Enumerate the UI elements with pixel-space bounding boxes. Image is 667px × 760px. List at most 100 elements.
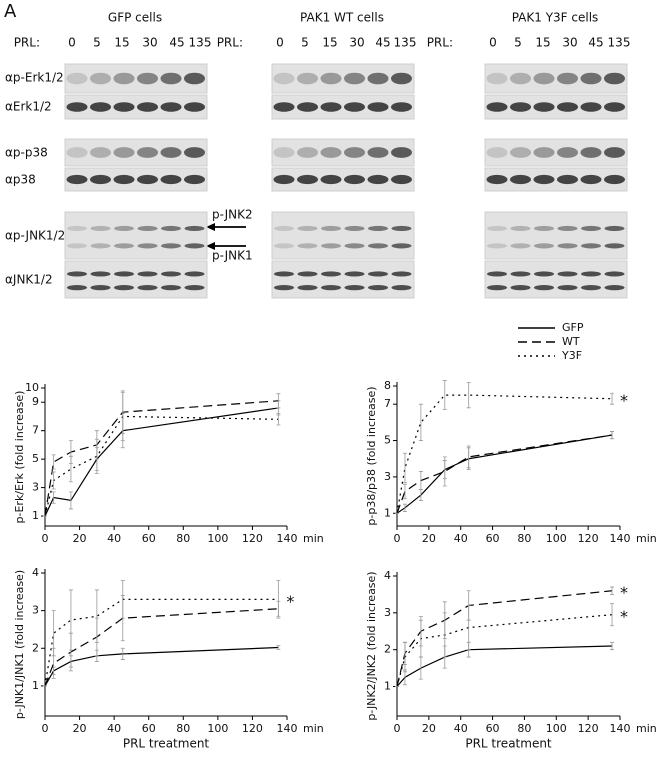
blot-band [67,225,87,232]
blot-band [581,271,601,277]
blot-band [90,271,111,277]
blot-band [486,174,508,185]
x-tick-label: 20 [73,532,87,545]
blot-band [604,174,625,185]
blot-band [320,102,342,112]
blot-band [137,72,158,85]
blot-band [321,271,341,277]
arrow-label: p-JNK2 [212,208,253,222]
series-line [396,394,613,514]
blot-band [580,174,602,185]
prl-time: 30 [142,36,157,50]
series-line [396,645,613,687]
legend-label: GFP [562,321,584,334]
blot-band [344,225,365,232]
blot-band [161,243,181,249]
blot-strip [64,138,208,167]
blot-band [67,285,87,291]
blot-band [533,72,555,85]
blot-band [581,285,601,291]
error-bar [120,647,125,660]
prl-time: 135 [394,36,417,50]
blot-band [114,271,134,277]
x-tick-label: 40 [107,722,121,735]
blot-band [274,243,294,249]
x-tick-label: 0 [394,722,401,735]
blot-strip [64,211,208,260]
x-unit: min [303,722,324,735]
prl-time: 15 [114,36,129,50]
blot-strip [271,94,415,120]
blot-band [367,102,389,112]
error-bar [418,471,423,491]
blot-band [90,147,111,158]
y-tick-label: 7 [32,424,39,437]
blot-band [90,102,111,112]
blot-band [391,243,412,249]
prl-time: 45 [375,36,390,50]
blot-band [344,285,365,291]
blot-strip [271,211,415,260]
error-bar [418,619,423,658]
blot-band [137,102,158,112]
blot-band [344,174,365,185]
blot-band [368,225,388,232]
x-tick-label: 100 [546,722,567,735]
series-line [44,400,279,517]
blot-band [161,285,181,291]
legend-label: WT [562,335,580,348]
blot-band [557,102,578,112]
blot-strip [484,211,628,260]
x-tick-label: 0 [42,722,49,735]
x-tick-label: 40 [107,532,121,545]
blot-band [114,285,134,291]
blot-band [534,225,554,232]
y-tick-label: 4 [32,566,39,579]
blot-band [160,102,182,112]
blot-band [391,147,412,158]
blot-band [368,243,388,249]
row-label: αp-p38 [5,146,48,160]
blot-band [557,285,578,291]
blot-band [391,72,412,85]
series-line [44,415,279,517]
y-tick-label: 5 [384,434,391,447]
x-tick-label: 140 [610,722,631,735]
prl-time: 135 [189,36,212,50]
panel-label: A [4,1,17,22]
blot-band [581,243,601,249]
prl-time: 15 [535,36,550,50]
series-line [44,646,279,687]
prl-time: 30 [349,36,364,50]
blot-band [137,271,158,277]
blot-band [297,72,318,85]
blot-band [274,225,294,232]
blot-band [557,72,578,85]
annotation: * [620,607,628,626]
series-line [44,608,279,687]
blot-band [533,174,555,185]
x-tick-label: 60 [142,532,156,545]
error-bar [418,489,423,501]
blot-strip [484,63,628,94]
x-tick-label: 40 [454,722,468,735]
x-tick-label: 80 [517,532,531,545]
blot-band [160,72,182,85]
blot-band [297,174,318,185]
error-bar [68,491,73,510]
blot-band [557,271,578,277]
blot-band [321,243,341,249]
blot-band [297,225,318,232]
blot-band [391,271,412,277]
blot-band [391,285,412,291]
error-bar [442,612,447,658]
blot-strip [271,260,415,299]
blot-band [534,243,554,249]
blot-band [486,147,508,158]
blot-band [510,225,531,232]
y-axis-label: p-Erk/Erk (fold increase) [13,391,26,524]
blot-strip [64,63,208,94]
error-bar [68,455,73,483]
blot-band [160,174,182,185]
blot-band [184,271,205,277]
